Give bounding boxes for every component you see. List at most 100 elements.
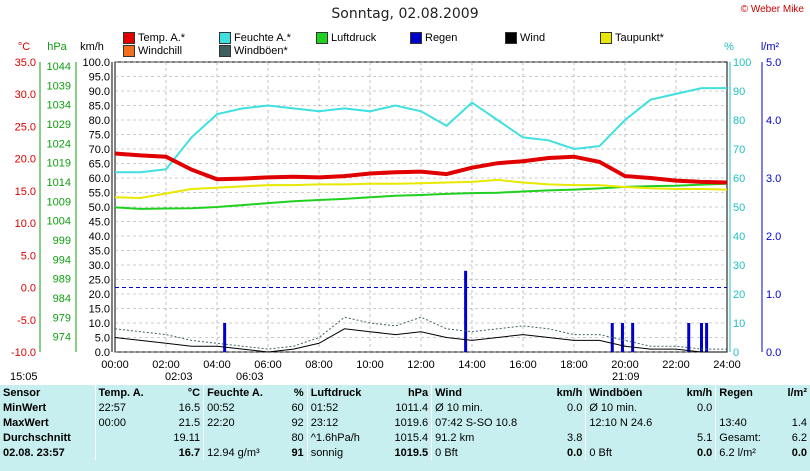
table-cell: 1019.5 xyxy=(394,446,429,459)
temp-tick-label: 15.0 xyxy=(15,186,36,198)
table-cell xyxy=(94,445,162,460)
x-tick-label: 22:00 xyxy=(662,359,690,371)
legend-swatch xyxy=(219,45,231,57)
table-cell: 02.08. 23:57 xyxy=(3,446,65,459)
temp-tick-label: 5.0 xyxy=(21,250,36,262)
temp-tick-label: 30.0 xyxy=(15,89,36,101)
legend-label: Windchill xyxy=(138,45,183,57)
table-cell: Durchschnitt xyxy=(3,431,71,444)
table-header-cell: hPa xyxy=(407,386,429,399)
sunrise-time-2: 06:03 xyxy=(236,371,264,383)
table-cell: 21.5 xyxy=(178,416,201,429)
table-header-cell: km/h xyxy=(556,386,583,399)
table-cell: 3.8 xyxy=(567,431,583,444)
series-line xyxy=(114,328,727,353)
table-cell: 1011.4 xyxy=(395,401,429,414)
wind-tick-label: 65.0 xyxy=(89,159,110,171)
x-tick-label: 06:00 xyxy=(254,359,282,371)
table-header-cell: km/h xyxy=(686,386,713,399)
table-cell: 5.1 xyxy=(696,431,713,444)
legend-label: Luftdruck xyxy=(331,32,377,44)
legend-swatch xyxy=(410,32,422,44)
humidity-tick-label: 50 xyxy=(733,202,745,214)
legend-item: Windböen* xyxy=(219,45,288,57)
weather-chart: 35.0 30.0 25.0 20.0 15.0 10.0 5.0 0.0 -5.0 -10.0 1… xyxy=(11,41,781,371)
table-cell: 1019.6 xyxy=(394,416,429,429)
humidity-tick-label: 10 xyxy=(733,318,745,330)
pressure-tick-label: 1029 xyxy=(47,119,71,131)
wind-tick-label: 20.0 xyxy=(89,289,110,301)
table-header-cell: Wind xyxy=(431,385,545,400)
table-cell: 92 xyxy=(291,416,304,429)
page-title: Sonntag, 02.08.2009 xyxy=(331,6,479,22)
table-cell: 22:57 xyxy=(94,400,162,415)
table-header-cell: °C xyxy=(187,386,201,399)
legend-swatch xyxy=(219,32,231,44)
table-cell: 91 xyxy=(291,446,304,459)
humidity-tick-label: 0 xyxy=(733,347,739,359)
humidity-tick-label: 80 xyxy=(733,115,745,127)
table-cell: 19.11 xyxy=(173,431,201,444)
legend-swatch xyxy=(316,32,328,44)
legend-item: Taupunkt* xyxy=(600,32,664,44)
table-cell: 23:12 xyxy=(306,415,381,430)
table-row: MinWert 22:57 16.5 00:52 60 01:52 1011.4 Ø 10 m… xyxy=(0,400,810,415)
table-cell: 60 xyxy=(291,401,304,414)
x-tick-label: 24:00 xyxy=(713,359,741,371)
sunrise-time: 02:03 xyxy=(165,371,193,383)
pressure-tick-label: 1024 xyxy=(47,138,71,150)
legend-item: Regen xyxy=(410,32,457,44)
rain-bar xyxy=(620,323,624,352)
table-header-cell: Feuchte A. xyxy=(203,385,284,400)
humidity-tick-label: 100 xyxy=(733,57,751,69)
temp-tick-label: 20.0 xyxy=(15,154,36,166)
table-header-cell: l/m² xyxy=(787,386,807,399)
table-cell: Gesamt: xyxy=(715,430,778,445)
table-row: MaxWert 00:00 21.5 22:20 92 23:12 1019.6 07:42 … xyxy=(0,415,810,430)
table-cell: 6.2 l/m² xyxy=(715,445,778,460)
table-cell: Ø 10 min. xyxy=(585,400,675,415)
table-cell: 0 Bft xyxy=(431,445,545,460)
table-header-cell: Temp. A. xyxy=(94,385,162,400)
temp-tick-label: -10.0 xyxy=(11,347,36,359)
x-tick-label: 20:00 xyxy=(611,359,639,371)
table-cell: 01:52 xyxy=(306,400,381,415)
table-cell: 07:42 S-SO 10.8 xyxy=(431,415,545,430)
legend-label: Feuchte A.* xyxy=(234,32,291,44)
legend-swatch xyxy=(505,32,517,44)
table-cell: Ø 10 min. xyxy=(431,400,545,415)
sunset-time: 21:09 xyxy=(612,371,640,383)
rain-tick-label: 5.0 xyxy=(766,57,781,69)
rain-bar xyxy=(631,323,635,352)
rain-tick-label: 2.0 xyxy=(766,231,781,243)
pressure-tick-label: 1009 xyxy=(47,196,71,208)
pressure-tick-label: 1044 xyxy=(47,61,71,73)
pressure-tick-label: 979 xyxy=(53,312,71,324)
series-line xyxy=(114,178,728,200)
humidity-tick-label: 20 xyxy=(733,289,745,301)
table-row: 02.08. 23:57 16.7 12.94 g/m³ 91 sonnig 1019.5… xyxy=(0,445,810,460)
humidity-tick-label: 40 xyxy=(733,231,745,243)
rain-bar xyxy=(223,323,227,352)
table-cell: 16.5 xyxy=(178,401,201,414)
x-tick-label: 08:00 xyxy=(305,359,333,371)
rain-tick-label: 1.0 xyxy=(766,289,781,301)
rain-bar xyxy=(687,323,691,352)
legend-item: Windchill xyxy=(123,45,182,57)
temp-unit: °C xyxy=(18,41,30,53)
wind-tick-label: 30.0 xyxy=(89,260,110,272)
x-tick-label: 12:00 xyxy=(407,359,435,371)
pressure-tick-label: 1019 xyxy=(47,158,71,170)
x-tick-label: 14:00 xyxy=(458,359,486,371)
sun-time-left: 15:05 xyxy=(10,371,38,383)
table-cell: 0.0 xyxy=(791,446,807,459)
table-cell xyxy=(94,430,162,445)
wind-tick-label: 10.0 xyxy=(89,318,110,330)
wind-unit: km/h xyxy=(80,41,104,53)
pressure-tick-label: 1004 xyxy=(47,216,71,228)
table-cell xyxy=(203,430,284,445)
pressure-tick-label: 999 xyxy=(53,235,71,247)
humidity-unit: % xyxy=(724,41,734,53)
table-cell: 0.0 xyxy=(696,401,713,414)
table-header-row: Sensor Temp. A. °C Feuchte A.% Luftdruck hPa W… xyxy=(0,385,810,400)
